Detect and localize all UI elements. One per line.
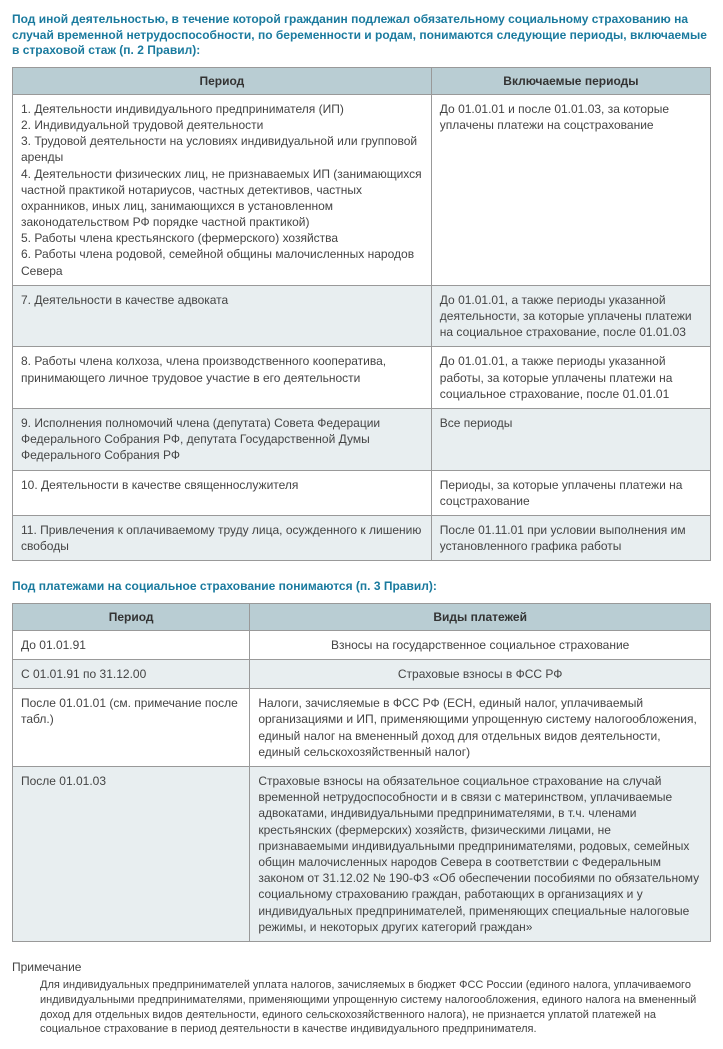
cell-period: До 01.01.91 [13, 630, 250, 659]
table-row: 11. Привлечения к оплачиваемому труду ли… [13, 515, 711, 560]
t1-header-included: Включаемые периоды [431, 67, 710, 94]
cell-period: С 01.01.91 по 31.12.00 [13, 660, 250, 689]
cell-types: Налоги, зачисляемые в ФСС РФ (ЕСН, едины… [250, 689, 711, 767]
section1-title: Под иной деятельностью, в течение которо… [12, 12, 711, 59]
cell-period: После 01.01.03 [13, 767, 250, 942]
table-row: До 01.01.91Взносы на государственное соц… [13, 630, 711, 659]
t1-header-period: Период [13, 67, 432, 94]
t2-header-types: Виды платежей [250, 603, 711, 630]
table-row: 1. Деятельности индивидуального предприн… [13, 94, 711, 285]
cell-included: До 01.01.01, а также периоды указанной д… [431, 285, 710, 347]
cell-included: Все периоды [431, 408, 710, 470]
cell-period: 9. Исполнения полномочий члена (депутата… [13, 408, 432, 470]
table-row: После 01.01.01 (см. примечание после таб… [13, 689, 711, 767]
table-row: 7. Деятельности в качестве адвокатаДо 01… [13, 285, 711, 347]
section2-title: Под платежами на социальное страхование … [12, 579, 711, 595]
table-row: 9. Исполнения полномочий члена (депутата… [13, 408, 711, 470]
note-body: Для индивидуальных предпринимателей упла… [12, 978, 711, 1037]
cell-types: Страховые взносы на обязательное социаль… [250, 767, 711, 942]
note-label: Примечание [12, 960, 711, 974]
cell-included: До 01.01.01, а также периоды указанной р… [431, 347, 710, 409]
cell-types: Взносы на государственное социальное стр… [250, 630, 711, 659]
cell-included: До 01.01.01 и после 01.01.03, за которые… [431, 94, 710, 285]
cell-period: 10. Деятельности в качестве священнослуж… [13, 470, 432, 515]
table-2: Период Виды платежей До 01.01.91Взносы н… [12, 603, 711, 942]
table-row: 10. Деятельности в качестве священнослуж… [13, 470, 711, 515]
cell-included: После 01.11.01 при условии выполнения им… [431, 515, 710, 560]
table-row: 8. Работы члена колхоза, члена производс… [13, 347, 711, 409]
cell-period: 1. Деятельности индивидуального предприн… [13, 94, 432, 285]
table-row: С 01.01.91 по 31.12.00Страховые взносы в… [13, 660, 711, 689]
cell-types: Страховые взносы в ФСС РФ [250, 660, 711, 689]
cell-period: 11. Привлечения к оплачиваемому труду ли… [13, 515, 432, 560]
cell-period: 7. Деятельности в качестве адвоката [13, 285, 432, 347]
cell-period: 8. Работы члена колхоза, члена производс… [13, 347, 432, 409]
t2-header-period: Период [13, 603, 250, 630]
cell-included: Периоды, за которые уплачены платежи на … [431, 470, 710, 515]
cell-period: После 01.01.01 (см. примечание после таб… [13, 689, 250, 767]
table-1: Период Включаемые периоды 1. Деятельност… [12, 67, 711, 562]
table-row: После 01.01.03Страховые взносы на обязат… [13, 767, 711, 942]
